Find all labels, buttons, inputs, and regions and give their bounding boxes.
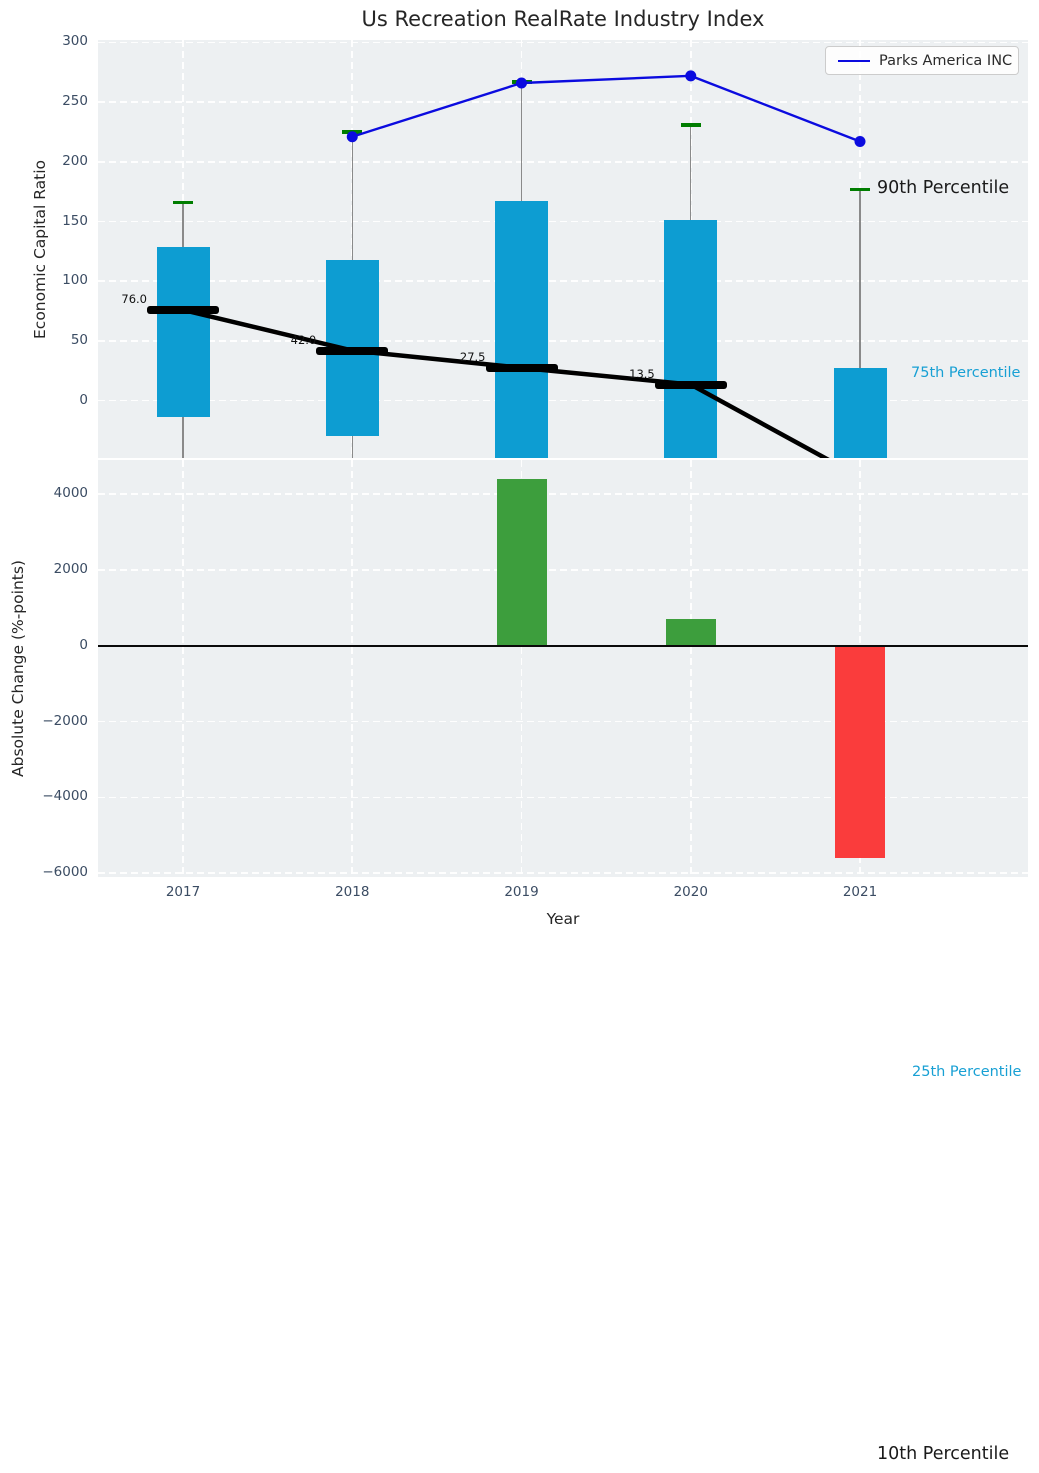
- annotation-75th-percentile: 75th Percentile: [911, 365, 1020, 381]
- median-value-label: 13.5: [595, 367, 655, 381]
- annotation-25th-percentile: 25th Percentile: [912, 1064, 1021, 1080]
- company-line: [352, 76, 860, 142]
- annotation-10th-percentile: 10th Percentile: [877, 1444, 1009, 1464]
- x-tick-label-2021: 2021: [820, 884, 900, 900]
- top-y-tick-label: 250: [28, 93, 88, 109]
- gridline-horizontal: [98, 872, 1028, 874]
- median-value-label: 27.5: [426, 350, 486, 364]
- top-y-tick-label: 200: [28, 153, 88, 169]
- top-y-tick-label: 100: [28, 272, 88, 288]
- company-marker: [685, 70, 696, 81]
- median-cap-2018: [316, 347, 388, 355]
- change-bar-2019: [497, 479, 547, 646]
- top-plot-area: 76.0 42.0 27.5 13.5: [98, 40, 1028, 458]
- zero-line: [98, 645, 1028, 647]
- gridline-vertical: [690, 460, 692, 877]
- median-cap-2017: [147, 306, 219, 314]
- x-tick-label-2017: 2017: [143, 884, 223, 900]
- x-axis-label: Year: [98, 910, 1028, 928]
- legend-line-sample: [838, 60, 870, 62]
- gridline-horizontal: [98, 493, 1028, 495]
- legend: Parks America INC: [825, 46, 1019, 75]
- bottom-y-tick-label: 4000: [18, 485, 88, 501]
- top-plot-lines: [98, 40, 1028, 458]
- top-y-tick-label: 0: [28, 392, 88, 408]
- gridline-horizontal: [98, 569, 1028, 571]
- x-tick-label-2019: 2019: [482, 884, 562, 900]
- company-marker: [516, 77, 527, 88]
- x-tick-label-2018: 2018: [312, 884, 392, 900]
- bottom-y-tick-label: 2000: [18, 561, 88, 577]
- top-y-tick-label: 300: [28, 33, 88, 49]
- gridline-vertical: [351, 460, 353, 877]
- bottom-y-tick-label: −2000: [18, 713, 88, 729]
- company-marker: [347, 131, 358, 142]
- annotation-90th-percentile: 90th Percentile: [877, 178, 1009, 198]
- bottom-y-axis-label: Absolute Change (%-points): [9, 460, 27, 877]
- company-marker: [855, 136, 866, 147]
- median-value-label: 42.0: [256, 333, 316, 347]
- legend-label: Parks America INC: [879, 53, 1012, 69]
- bottom-y-tick-label: −6000: [18, 864, 88, 880]
- median-value-label: 76.0: [98, 292, 147, 306]
- bottom-y-tick-label: −4000: [18, 788, 88, 804]
- top-y-tick-label: 50: [28, 332, 88, 348]
- gridline-horizontal: [98, 721, 1028, 723]
- change-bar-2021: [835, 646, 885, 858]
- bottom-y-tick-label: 0: [18, 637, 88, 653]
- top-y-tick-label: 150: [28, 213, 88, 229]
- bottom-plot-area: [98, 460, 1028, 877]
- gridline-vertical: [182, 460, 184, 877]
- chart-title: Us Recreation RealRate Industry Index: [98, 7, 1028, 31]
- median-cap-2020: [655, 381, 727, 389]
- x-tick-label-2020: 2020: [651, 884, 731, 900]
- gridline-horizontal: [98, 797, 1028, 799]
- change-bar-2020: [666, 619, 716, 646]
- figure-canvas: Us Recreation RealRate Industry Index Ec…: [0, 0, 1039, 1473]
- median-cap-2019: [486, 364, 558, 372]
